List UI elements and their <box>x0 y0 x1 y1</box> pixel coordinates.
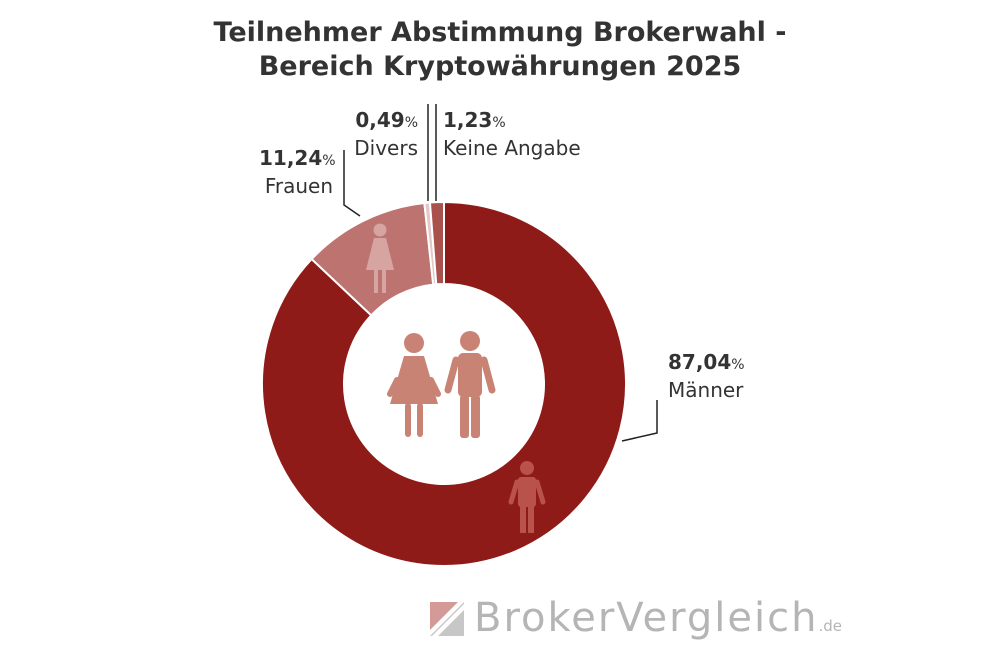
slice-unit-maenner: % <box>731 357 745 373</box>
slice-name-maenner: Männer <box>668 378 744 402</box>
slice-unit-keine-angabe: % <box>492 115 506 131</box>
slice-group <box>261 200 627 567</box>
donut-slice-maenner <box>261 200 627 567</box>
slice-name-frauen: Frauen <box>264 174 333 198</box>
slice-label-maenner: 87,04% Männer <box>668 350 745 403</box>
slice-unit-divers: % <box>404 115 418 131</box>
female-icon <box>387 333 441 437</box>
slice-label-frauen: 11,24% Frauen <box>259 146 336 199</box>
brokervergleich-logo: BrokerVergleich.de <box>430 596 970 640</box>
slice-name-keine-angabe: Keine Angabe <box>443 136 581 160</box>
leader-line-maenner <box>621 400 658 442</box>
slice-label-divers: 0,49% Divers <box>350 108 418 161</box>
leader-line-frauen <box>343 150 361 217</box>
logo-mark-icon <box>430 602 464 636</box>
female-icon <box>366 223 394 293</box>
donut-slice-keine-angabe <box>428 200 445 286</box>
logo-tld: .de <box>818 617 842 635</box>
slice-label-keine-angabe: 1,23% Keine Angabe <box>443 108 581 161</box>
slice-value-keine-angabe: 1,23 <box>443 108 493 132</box>
logo-wordmark: BrokerVergleich.de <box>474 596 842 648</box>
logo-text: BrokerVergleich <box>474 595 819 641</box>
slice-unit-frauen: % <box>322 153 336 169</box>
slice-name-divers: Divers <box>354 136 418 160</box>
male-icon <box>508 461 546 533</box>
male-icon <box>444 331 496 438</box>
slice-value-maenner: 87,04 <box>668 350 732 374</box>
slice-value-divers: 0,49 <box>355 108 405 132</box>
chart-title-line-1: Teilnehmer Abstimmung Brokerwahl - <box>213 17 787 48</box>
slice-value-frauen: 11,24 <box>259 146 323 170</box>
chart-title-line-2: Bereich Kryptowährungen 2025 <box>258 51 742 82</box>
